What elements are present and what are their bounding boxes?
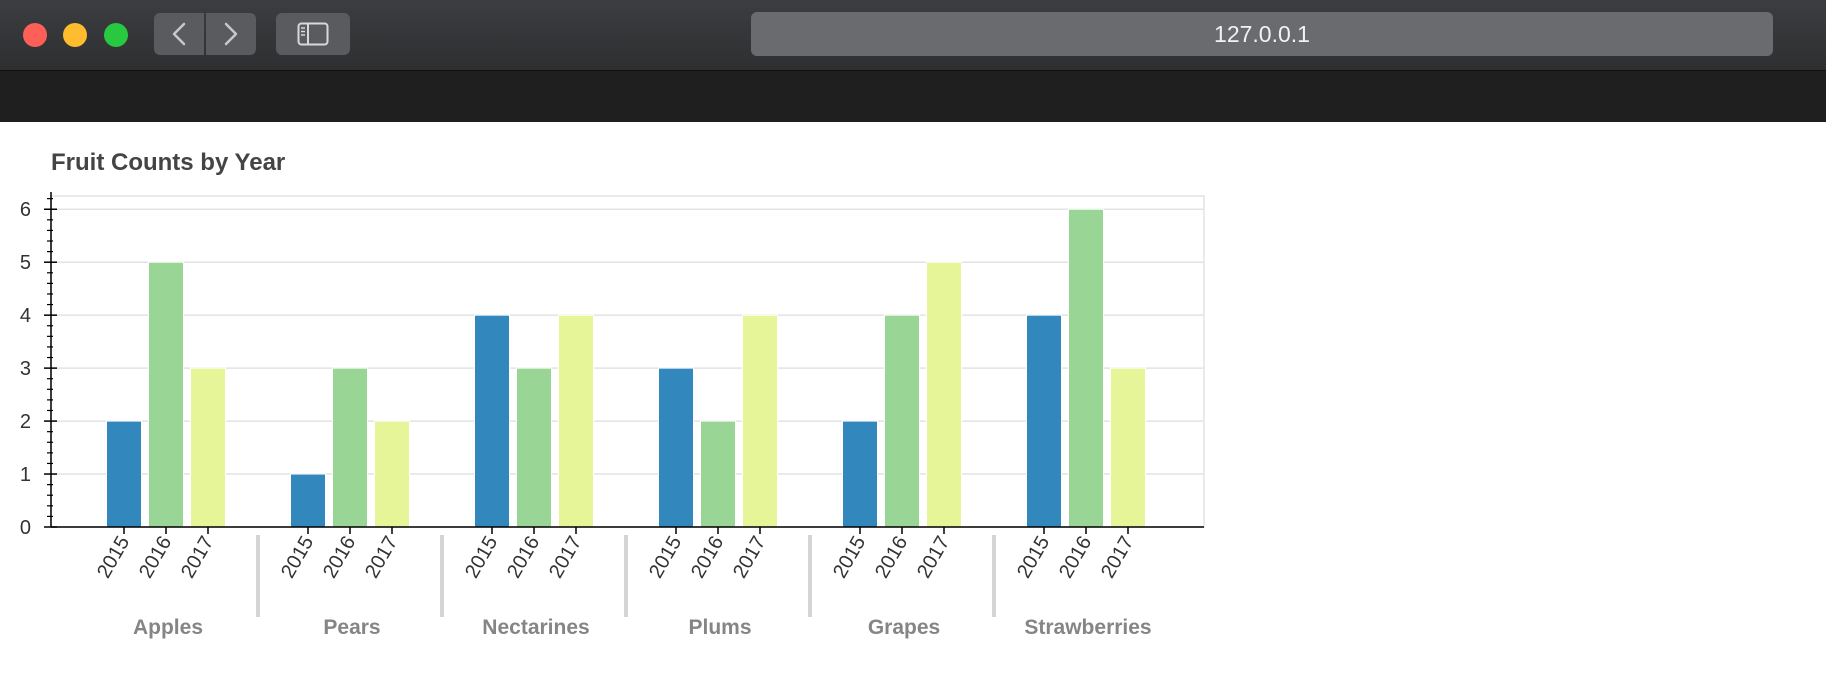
browser-titlebar: 127.0.0.1 xyxy=(0,0,1826,71)
close-window-button[interactable] xyxy=(23,23,47,47)
zoom-window-button[interactable] xyxy=(104,23,128,47)
bar-grapes-2017 xyxy=(926,261,962,528)
bar-apples-2017 xyxy=(190,367,226,528)
x-category-label: Strawberries xyxy=(1024,616,1151,639)
bar-strawberries-2017 xyxy=(1110,367,1146,528)
x-subcategory-label: 2017 xyxy=(545,533,586,583)
x-subcategory-label: 2016 xyxy=(1055,533,1096,583)
x-category-label: Plums xyxy=(688,616,751,639)
x-subcategory-label: 2017 xyxy=(1097,533,1138,583)
x-subcategory-label: 2017 xyxy=(913,533,954,583)
axes xyxy=(44,192,1204,617)
x-subcategory-label: 2015 xyxy=(277,533,318,583)
bar-pears-2015 xyxy=(290,473,326,528)
x-category-label: Apples xyxy=(133,616,203,639)
x-subcategory-label: 2016 xyxy=(871,533,912,583)
y-tick-label: 5 xyxy=(20,252,31,274)
y-tick-label: 1 xyxy=(20,464,31,486)
x-category-label: Nectarines xyxy=(482,616,589,639)
bar-strawberries-2016 xyxy=(1068,208,1104,528)
bar-nectarines-2015 xyxy=(474,314,510,528)
bar-apples-2016 xyxy=(148,261,184,528)
bar-strawberries-2015 xyxy=(1026,314,1062,528)
bar-pears-2017 xyxy=(374,420,410,528)
address-bar-text: 127.0.0.1 xyxy=(1214,20,1310,47)
browser-toolbar-strip xyxy=(0,71,1826,122)
x-subcategory-label: 2016 xyxy=(319,533,360,583)
back-button[interactable] xyxy=(154,13,204,55)
x-subcategory-label: 2015 xyxy=(461,533,502,583)
x-category-label: Grapes xyxy=(868,616,940,639)
x-subcategory-label: 2017 xyxy=(361,533,402,583)
bar-pears-2016 xyxy=(332,367,368,528)
y-tick-label: 4 xyxy=(20,305,31,327)
x-subcategory-label: 2016 xyxy=(687,533,728,583)
chart-title: Fruit Counts by Year xyxy=(51,149,285,176)
x-subcategory-label: 2015 xyxy=(93,533,134,583)
x-subcategory-label: 2015 xyxy=(645,533,686,583)
x-subcategory-label: 2017 xyxy=(177,533,218,583)
x-subcategory-label: 2015 xyxy=(829,533,870,583)
bar-plums-2016 xyxy=(700,420,736,528)
bar-grapes-2016 xyxy=(884,314,920,528)
x-subcategory-label: 2015 xyxy=(1013,533,1054,583)
bar-plums-2017 xyxy=(742,314,778,528)
bar-nectarines-2017 xyxy=(558,314,594,528)
bar-nectarines-2016 xyxy=(516,367,552,528)
chevron-right-icon xyxy=(224,22,238,46)
bars xyxy=(106,208,1146,528)
minimize-window-button[interactable] xyxy=(63,23,87,47)
sidebar-toggle-button[interactable] xyxy=(276,13,350,55)
bar-apples-2015 xyxy=(106,420,142,528)
x-subcategory-label: 2017 xyxy=(729,533,770,583)
chevron-left-icon xyxy=(172,22,186,46)
y-tick-label: 3 xyxy=(20,358,31,380)
x-subcategory-label: 2016 xyxy=(503,533,544,583)
bar-grapes-2015 xyxy=(842,420,878,528)
x-category-label: Pears xyxy=(323,616,380,639)
address-bar[interactable]: 127.0.0.1 xyxy=(751,12,1773,56)
y-tick-label: 6 xyxy=(20,199,31,221)
x-subcategory-label: 2016 xyxy=(135,533,176,583)
forward-button[interactable] xyxy=(206,13,256,55)
y-tick-label: 0 xyxy=(20,517,31,539)
sidebar-icon xyxy=(297,22,329,46)
bar-plums-2015 xyxy=(658,367,694,528)
page-content: Fruit Counts by Year 0 1 2 3 4 5 6 2015 2016 2017… xyxy=(0,122,1826,696)
y-tick-label: 2 xyxy=(20,411,31,433)
